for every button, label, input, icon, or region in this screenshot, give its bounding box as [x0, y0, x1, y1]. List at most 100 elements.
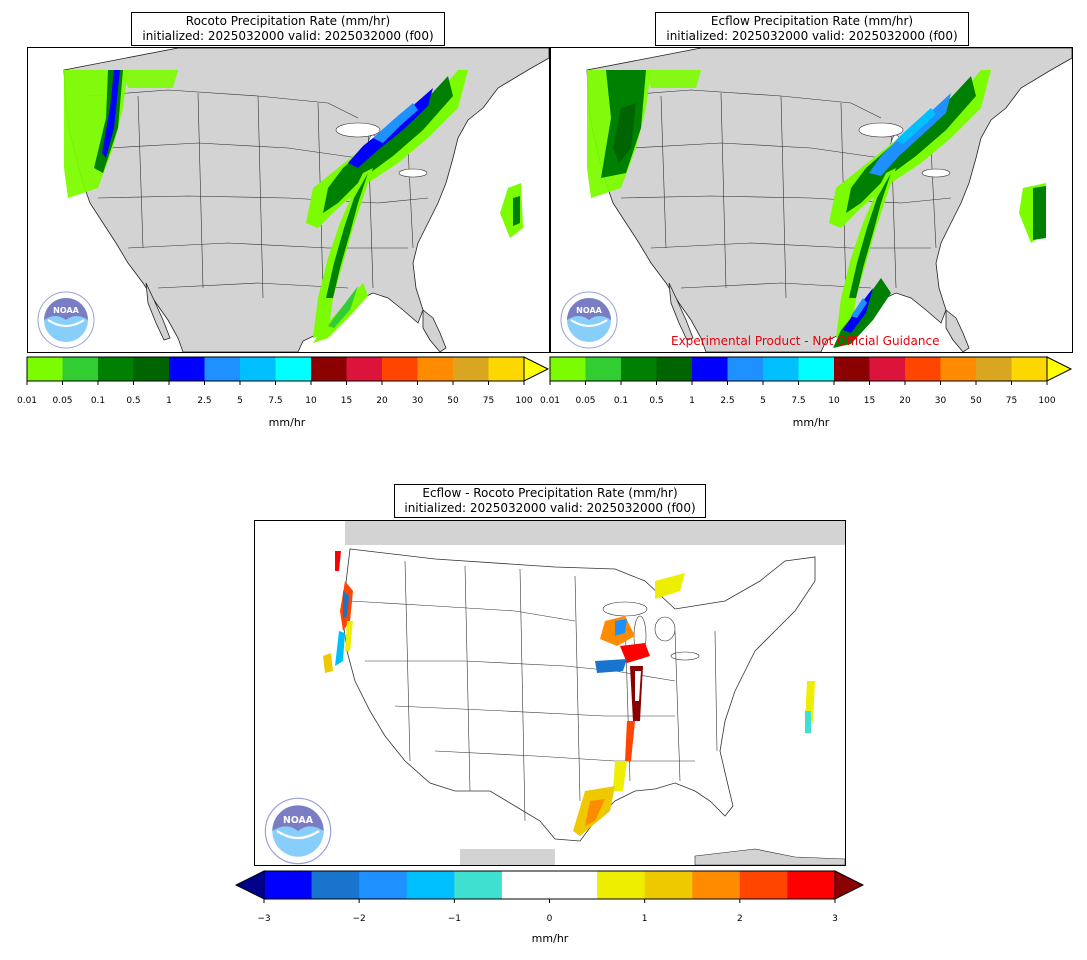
precip-field-atlantic [500, 183, 523, 238]
colorbar-tick-label: 0.1 [613, 396, 629, 406]
precip-colorbar-1-ticks: 0.01 0.05 0.1 0.5 1 2.5 5 7.5 10 15 20 30 50 75 100 [17, 396, 533, 408]
precip-field-central [306, 70, 468, 343]
noaa-logo-rocoto: NOAA [30, 290, 102, 350]
colorbar-segment [406, 871, 455, 899]
colorbar-segment [311, 871, 360, 899]
colorbar-segment [905, 357, 941, 381]
colorbar-tick-label: 50 [447, 396, 459, 406]
diff-map [254, 520, 846, 866]
colorbar-segment [739, 871, 788, 899]
colorbar-tick-label: 15 [863, 396, 876, 406]
precip-field-west [64, 70, 178, 198]
precip-field-atlantic [1019, 183, 1046, 243]
rocoto-map [27, 47, 550, 353]
rocoto-title-line1: Rocoto Precipitation Rate (mm/hr) [185, 14, 391, 28]
noaa-logo-ecflow: NOAA [553, 290, 625, 350]
colorbar-tick-label: 75 [1005, 396, 1018, 406]
precip-colorbar-1 [26, 356, 550, 386]
canada-top-strip [345, 521, 845, 545]
colorbar-extend-arrow [1046, 356, 1073, 382]
ecflow-title-line1: Ecflow Precipitation Rate (mm/hr) [710, 14, 914, 28]
colorbar-tick-label: 2 [736, 914, 743, 924]
colorbar-segment [98, 357, 134, 381]
colorbar-tick-label: 15 [340, 396, 353, 406]
colorbar-segment [346, 357, 383, 381]
state-lines [87, 89, 429, 299]
colorbar-segment [501, 871, 550, 899]
colorbar-segment [585, 357, 622, 381]
precip-field-west [587, 70, 701, 198]
colorbar-segment [976, 357, 1012, 381]
colorbar-tick-label: 50 [970, 396, 982, 406]
colorbar-tick-label: 3 [832, 914, 838, 924]
noaa-logo-ecflow-svg: NOAA [560, 291, 618, 349]
colorbar-tick-label: 20 [376, 396, 388, 406]
colorbar-segment [644, 871, 693, 899]
colorbar-tick-label: 0.05 [575, 396, 596, 406]
diff-title: Ecflow - Rocoto Precipitation Rate (mm/h… [394, 484, 706, 518]
colorbar-tick-label: −2 [352, 914, 366, 924]
rocoto-title: Rocoto Precipitation Rate (mm/hr) initia… [131, 12, 445, 46]
colorbar-tick-label: 5 [237, 396, 243, 406]
ecflow-map [550, 47, 1073, 353]
diff-colorbar-unit: mm/hr [531, 932, 569, 945]
colorbar-segment [62, 357, 99, 381]
colorbar-tick-label: 0.1 [90, 396, 106, 406]
colorbar-segment [27, 357, 63, 381]
disclaimer-text: Experimental Product - Not Official Guid… [671, 334, 940, 348]
ecflow-title-line2: initialized: 2025032000 valid: 202503200… [666, 29, 958, 43]
colorbar-tick-label: 0.5 [126, 396, 141, 406]
colorbar-tick-label: 7.5 [268, 396, 283, 406]
baja [668, 282, 694, 341]
colorbar-tick-label: 0 [546, 914, 553, 924]
ecflow-map-svg [551, 48, 1072, 352]
colorbar-tick-label: 7.5 [791, 396, 806, 406]
noaa-logo-text: NOAA [576, 306, 602, 315]
noaa-logo-diff: NOAA [256, 796, 340, 866]
colorbar-segment [549, 871, 598, 899]
colorbar-segment [488, 357, 525, 381]
colorbar-segment [359, 871, 408, 899]
colorbar-tick-label: 1 [166, 396, 172, 406]
colorbar-segment [798, 357, 835, 381]
colorbar-tick-label: 75 [482, 396, 495, 406]
colorbar-tick-label: 10 [828, 396, 840, 406]
colorbar-segment [311, 357, 347, 381]
colorbar-segment [727, 357, 764, 381]
colorbar-tick-label: 0.05 [52, 396, 73, 406]
colorbar-segment [787, 871, 836, 899]
colorbar-tick-label: 2.5 [720, 396, 735, 406]
precip-colorbar-2-unit: mm/hr [792, 416, 830, 429]
colorbar-tick-label: −1 [447, 914, 461, 924]
colorbar-segment [763, 357, 799, 381]
noaa-logo-text: NOAA [53, 306, 79, 315]
colorbar-segment [656, 357, 693, 381]
colorbar-tick-label: 2.5 [197, 396, 212, 406]
colorbar-segment [692, 871, 741, 899]
precip-colorbar-2 [549, 356, 1073, 386]
colorbar-segment [417, 357, 454, 381]
colorbar-segment [834, 357, 870, 381]
colorbar-segment [453, 357, 489, 381]
diff-colorbar-svg [234, 870, 865, 903]
noaa-logo-rocoto-svg: NOAA [37, 291, 95, 349]
colorbar-extend-low [234, 870, 265, 900]
ecflow-title: Ecflow Precipitation Rate (mm/hr) initia… [655, 12, 969, 46]
diff-title-line1: Ecflow - Rocoto Precipitation Rate (mm/h… [422, 486, 678, 500]
colorbar-tick-label: 0.5 [649, 396, 664, 406]
colorbar-segment [169, 357, 205, 381]
colorbar-extend-high [834, 870, 865, 900]
rocoto-map-svg [28, 48, 549, 352]
colorbar-segment [597, 871, 646, 899]
baja [145, 282, 171, 341]
colorbar-tick-label: 1 [689, 396, 695, 406]
diff-field-atlantic [805, 681, 815, 733]
colorbar-extend-arrow [523, 356, 550, 382]
diff-colorbar [234, 870, 865, 903]
colorbar-tick-label: 5 [760, 396, 766, 406]
mexico-bottom-strip [460, 849, 555, 865]
cuba [694, 848, 845, 865]
florida [422, 309, 447, 352]
ocean-background [255, 521, 845, 865]
precip-colorbar-1-unit: mm/hr [268, 416, 306, 429]
